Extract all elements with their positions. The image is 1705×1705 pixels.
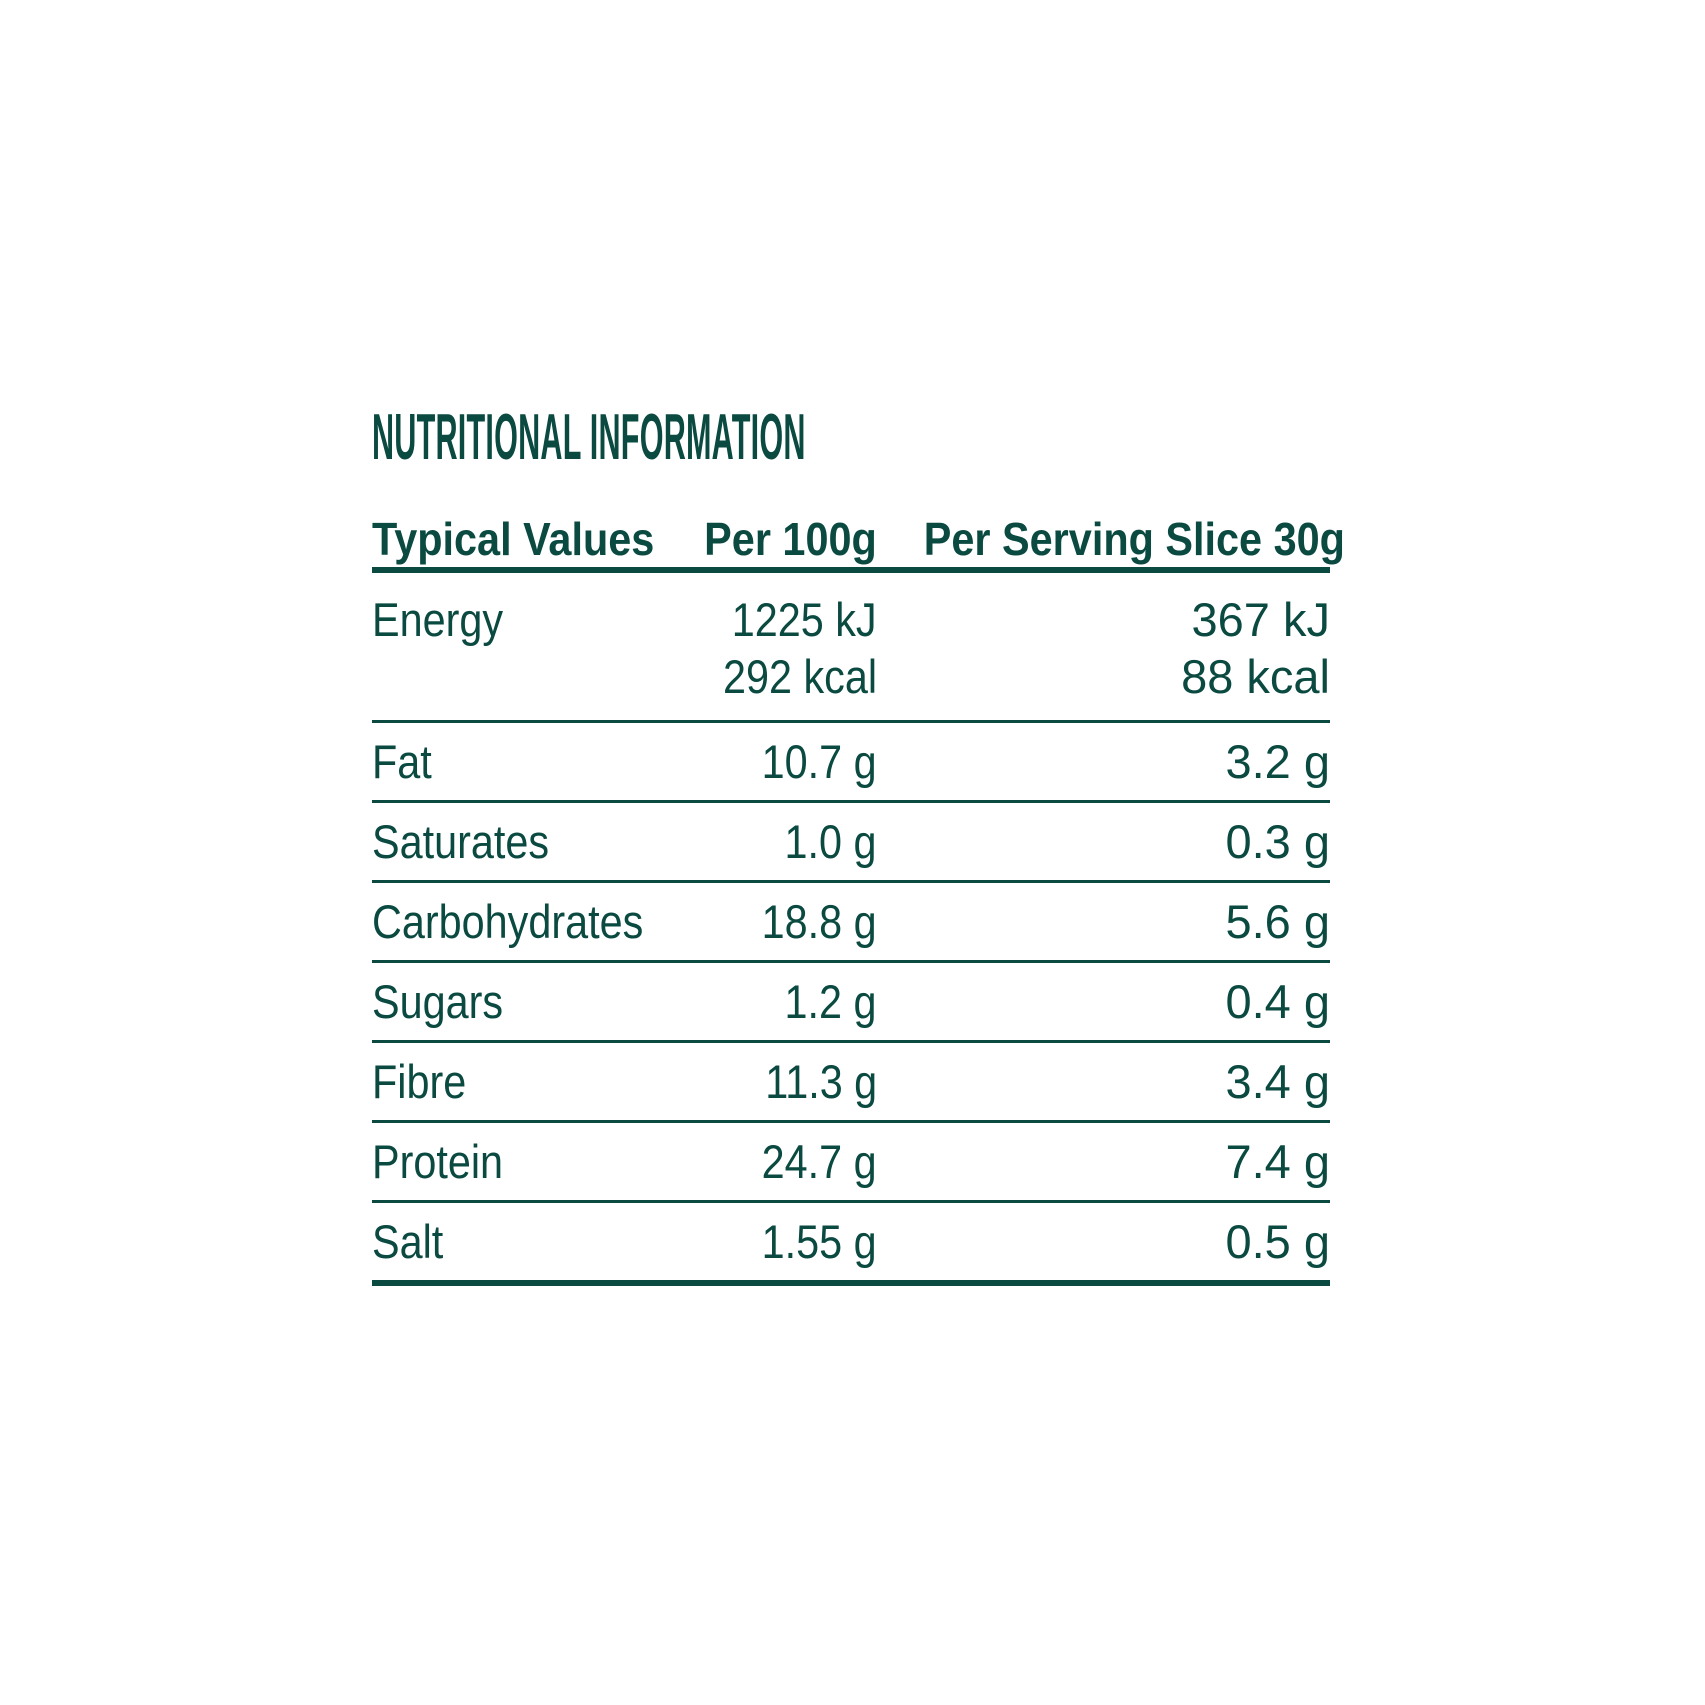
nutrient-row: Energy 1225 kJ 292 kcal 367 kJ 88 kcal	[372, 573, 1330, 723]
header-per-serving-slice: Per Serving Slice 30g	[923, 513, 1345, 565]
header-per-100g: Per 100g	[704, 513, 877, 565]
nutrient-label: Salt	[372, 1215, 444, 1268]
per-serving-value: 3.4 g	[1225, 1055, 1330, 1108]
nutrient-row: Fat 10.7 g 3.2 g	[372, 723, 1330, 803]
per-100g-value-line: 292 kcal	[722, 650, 877, 703]
per-100g-value: 18.8 g	[761, 895, 877, 948]
nutrient-label: Sugars	[372, 975, 504, 1028]
per-serving-value: 0.4 g	[1225, 975, 1330, 1028]
per-serving-value: 0.3 g	[1225, 815, 1330, 868]
per-100g-value-line: 1225 kJ	[732, 593, 877, 646]
nutrient-row: Saturates 1.0 g 0.3 g	[372, 803, 1330, 883]
nutrition-panel: NUTRITIONAL INFORMATION Typical Values P…	[372, 404, 1345, 1286]
per-serving-value-line: 88 kcal	[1181, 650, 1330, 703]
nutrient-row: Salt 1.55 g 0.5 g	[372, 1203, 1330, 1286]
nutrient-label: Carbohydrates	[372, 895, 644, 948]
panel-title-text: NUTRITIONAL INFORMATION	[372, 400, 806, 473]
nutrient-label: Energy	[372, 593, 504, 646]
per-serving-value-line: 367 kJ	[1191, 593, 1330, 646]
per-100g-value: 1.0 g	[784, 815, 877, 868]
per-100g-value: 11.3 g	[765, 1055, 877, 1108]
nutrient-label: Fibre	[372, 1055, 467, 1108]
nutrient-label: Protein	[372, 1135, 504, 1188]
per-100g-value: 1.55 g	[761, 1215, 877, 1268]
nutrient-label: Saturates	[372, 815, 550, 868]
per-serving-value: 3.2 g	[1225, 735, 1330, 788]
nutrient-row: Carbohydrates 18.8 g 5.6 g	[372, 883, 1330, 963]
per-100g-value: 24.7 g	[761, 1135, 877, 1188]
per-serving-value: 5.6 g	[1225, 895, 1330, 948]
nutrient-row: Fibre 11.3 g 3.4 g	[372, 1043, 1330, 1123]
nutrient-row: Protein 24.7 g 7.4 g	[372, 1123, 1330, 1203]
per-serving-value: 0.5 g	[1225, 1215, 1330, 1268]
per-serving-value: 367 kJ 88 kcal	[877, 573, 1330, 705]
per-100g-value: 10.7 g	[761, 735, 877, 788]
nutrient-label: Fat	[372, 735, 432, 788]
header-typical-values: Typical Values	[372, 513, 655, 565]
per-100g-value: 1225 kJ 292 kcal	[677, 573, 877, 705]
nutrition-table-body: Energy 1225 kJ 292 kcal 367 kJ 88 kcal Fat 10.…	[372, 573, 1330, 1286]
nutrient-row: Sugars 1.2 g 0.4 g	[372, 963, 1330, 1043]
per-serving-value: 7.4 g	[1225, 1135, 1330, 1188]
panel-title: NUTRITIONAL INFORMATION	[372, 404, 1330, 469]
per-100g-value: 1.2 g	[784, 975, 877, 1028]
table-header-row: Typical Values Per 100g Per Serving Slic…	[372, 516, 1345, 573]
